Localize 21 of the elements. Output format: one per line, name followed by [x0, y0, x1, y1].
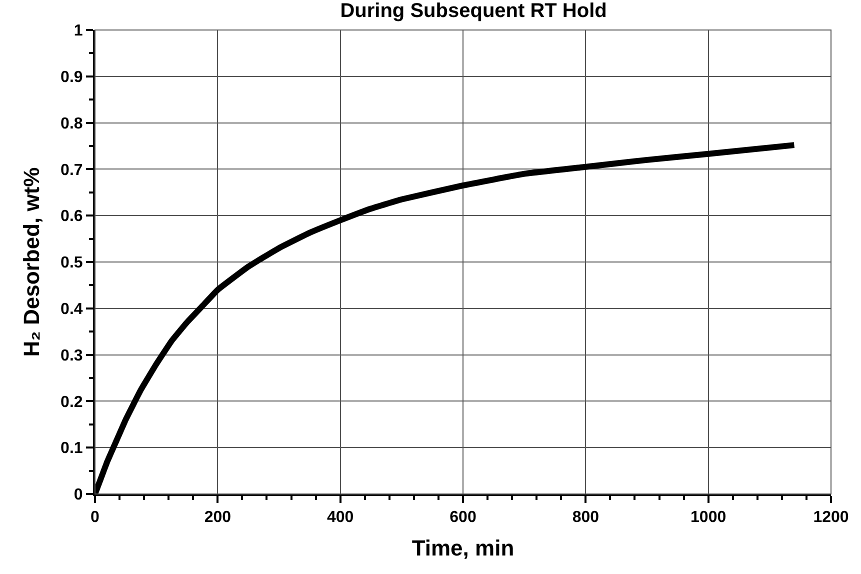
x-tick-label: 1200	[813, 509, 849, 526]
x-tick-label: 800	[572, 509, 600, 526]
x-tick-label: 400	[326, 509, 354, 526]
x-axis-title: Time, min	[412, 536, 514, 561]
y-tick-label: 0.4	[60, 301, 83, 318]
x-tick-label: 1000	[690, 509, 726, 526]
y-tick-label: 0.6	[60, 208, 83, 226]
y-tick-label: 0.2	[60, 394, 83, 411]
y-tick-label: 0	[74, 486, 83, 504]
y-tick-label: 0.9	[60, 69, 83, 86]
y-tick-label: 0.7	[60, 162, 83, 179]
y-tick-label: 0.1	[60, 440, 83, 458]
chart-title: During Subsequent RT Hold	[340, 0, 607, 22]
x-tick-label: 600	[450, 509, 476, 526]
y-tick-label: 0.5	[60, 254, 83, 272]
y-tick-label: 0.3	[60, 347, 83, 364]
y-tick-label: 0.8	[60, 115, 83, 132]
x-tick-label: 200	[204, 509, 232, 526]
x-tick-label: 0	[90, 509, 100, 526]
y-axis-title: H₂ Desorbed, wt%	[18, 167, 44, 357]
y-tick-label: 1	[74, 22, 83, 40]
